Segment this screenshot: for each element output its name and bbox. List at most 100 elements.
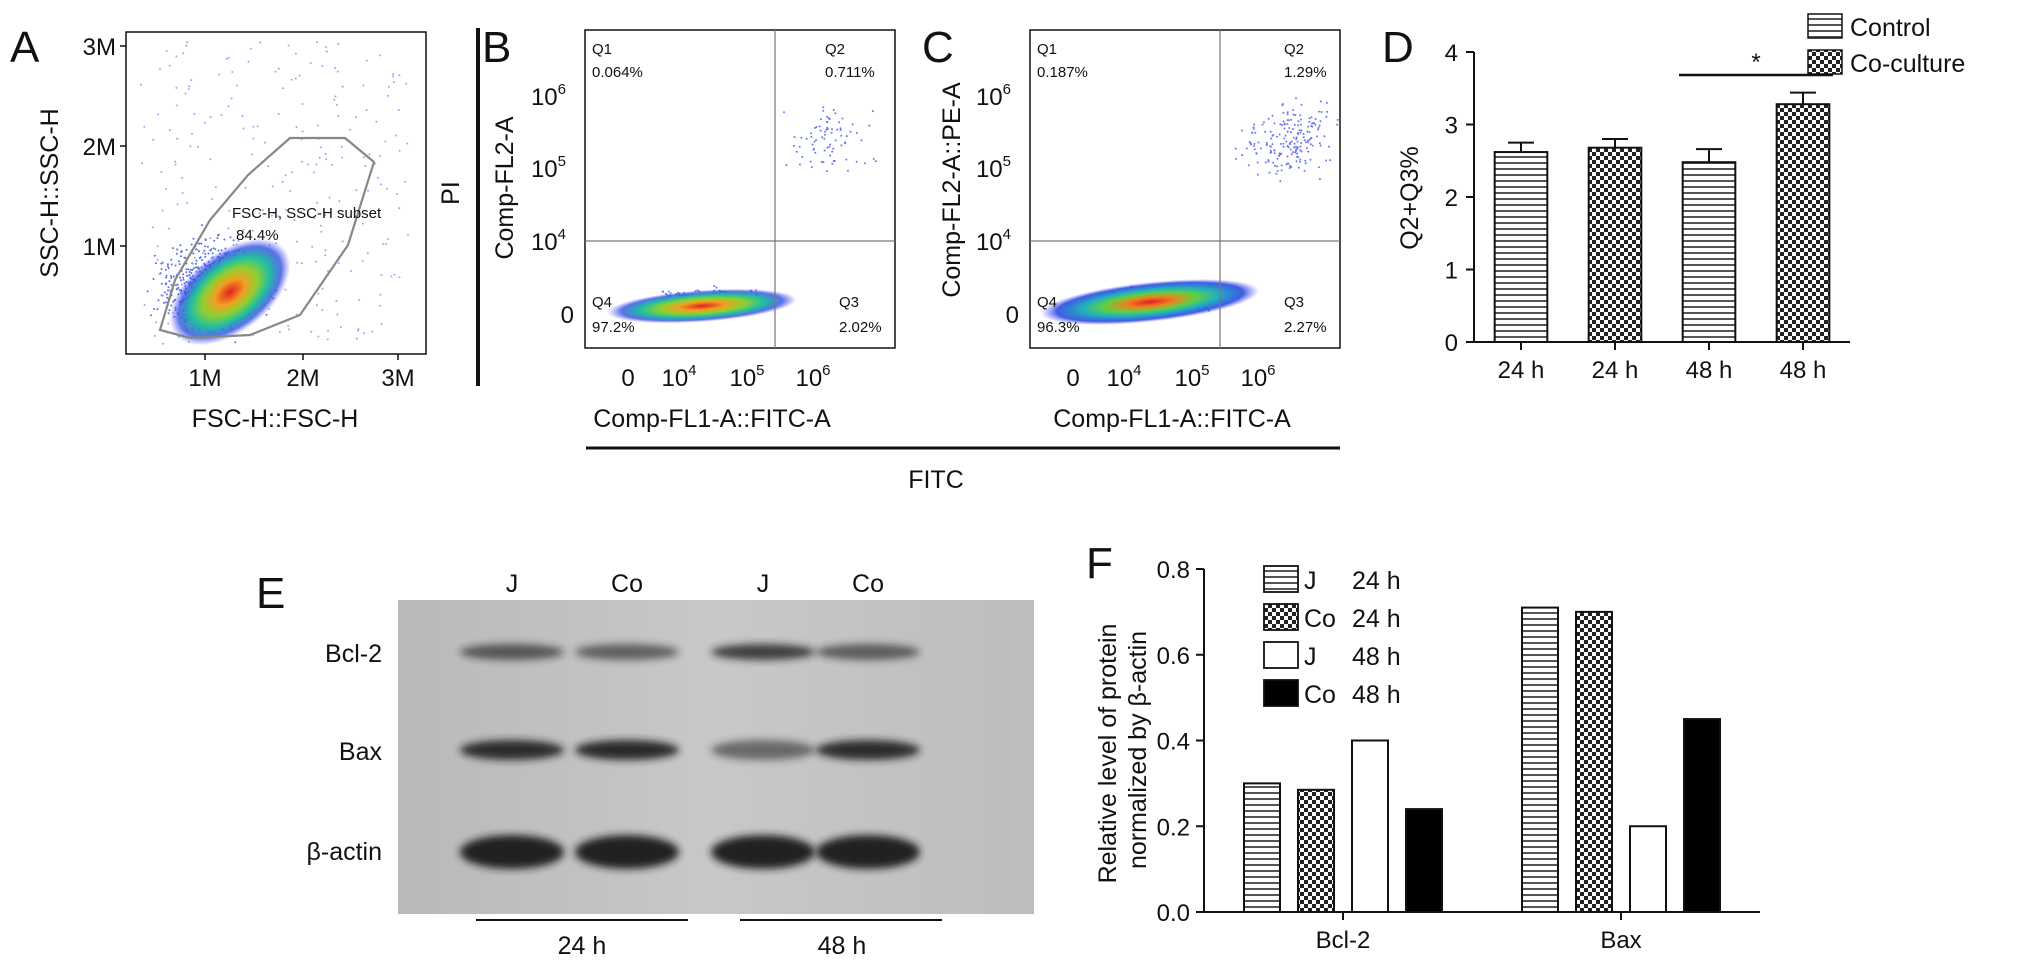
x-tick-1e6-c: 106 <box>1240 362 1275 392</box>
annexin-event-dot <box>823 137 826 140</box>
blot-bands <box>460 644 920 869</box>
scatter-event-dot <box>179 255 182 258</box>
scatter-event-dot <box>340 145 343 148</box>
annexin-event-dot <box>1273 149 1276 152</box>
scatter-event-dot <box>289 190 292 192</box>
scatter-event-dot <box>166 296 169 299</box>
scatter-event-dot <box>162 342 165 345</box>
scatter-event-dot <box>156 245 159 248</box>
scatter-event-dot <box>192 237 195 240</box>
x-tick-1e4-b: 104 <box>661 362 696 392</box>
chart-f-legend-time: 48 h <box>1352 643 1401 671</box>
density-blob <box>169 238 291 346</box>
scatter-event-dot <box>213 239 216 242</box>
annexin-event-dot <box>831 150 834 153</box>
chart-f-legend-name: J <box>1304 567 1317 595</box>
annexin-events-b <box>659 106 877 313</box>
chart-f-bar <box>1243 782 1281 913</box>
gate-percent-label: 84.4% <box>236 227 279 244</box>
q2-value-c: 1.29% <box>1284 64 1327 81</box>
chart-f-y-tick-label: 0.0 <box>1157 900 1190 927</box>
row-label-bcl2: Bcl-2 <box>325 640 382 668</box>
chart-d-x-tick-label: 24 h <box>1592 357 1639 384</box>
scatter-event-dot <box>199 256 202 259</box>
y-tick-1e4-c-base: 10 <box>976 229 1003 256</box>
chart-f-legend-swatch <box>1263 679 1299 707</box>
chart-f-legend-name: J <box>1304 643 1317 671</box>
bar-chart-f: 0.0 0.2 0.4 0.6 0.8 Bcl-2 Bax <box>1157 557 1760 954</box>
x-tick-1e6-c-base: 10 <box>1240 365 1267 392</box>
scatter-event-dot <box>380 322 383 325</box>
annexin-event-dot <box>1297 120 1300 123</box>
y-tick-0-b: 0 <box>561 302 574 329</box>
scatter-event-dot <box>204 238 207 241</box>
lane-label-1: J <box>506 570 519 598</box>
scatter-event-dot <box>377 176 379 179</box>
scatter-event-dot <box>366 252 369 255</box>
annexin-event-dot <box>1262 121 1265 124</box>
panel-f: F 0.0 0.2 0.4 0.6 0.8 Bcl-2 Bax Relative level… <box>1086 539 1760 954</box>
annexin-event-dot <box>821 136 824 139</box>
scatter-event-dot <box>380 274 383 276</box>
scatter-event-dot <box>165 50 168 52</box>
annexin-event-dot <box>1292 128 1294 130</box>
scatter-event-dot <box>156 308 159 311</box>
annexin-event-dot <box>1328 145 1331 148</box>
pi-axis-label: PI <box>437 181 465 205</box>
scatter-event-dot <box>201 224 203 227</box>
annexin-event-dot <box>1278 133 1281 136</box>
annexin-event-dot <box>1249 142 1252 145</box>
scatter-event-dot <box>229 236 232 239</box>
scatter-event-dot <box>371 330 374 333</box>
scatter-event-dot <box>392 75 395 78</box>
scatter-event-dot <box>201 259 204 261</box>
scatter-event-dot <box>185 268 188 271</box>
scatter-event-dot <box>406 142 409 145</box>
scatter-event-dot <box>324 254 327 257</box>
scatter-event-dot <box>387 238 390 241</box>
scatter-event-dot <box>193 113 196 115</box>
scatter-event-dot <box>140 83 143 86</box>
annexin-event-dot <box>667 290 670 293</box>
scatter-event-dot <box>393 273 396 276</box>
x-tick-1e4-c-base: 10 <box>1106 365 1133 392</box>
annexin-event-dot <box>1264 130 1267 133</box>
annexin-event-dot <box>1308 117 1311 120</box>
scatter-event-dot <box>271 185 274 188</box>
annexin-event-dot <box>1269 149 1272 152</box>
scatter-event-dot <box>265 313 268 316</box>
scatter-event-dot <box>227 56 230 59</box>
scatter-event-dot <box>218 73 221 76</box>
scatter-event-dot <box>175 252 178 255</box>
x-tick-1e6-b-base: 10 <box>795 365 822 392</box>
annexin-event-dot <box>1314 123 1317 126</box>
scatter-event-dot <box>398 74 401 77</box>
scatter-event-dot <box>225 57 228 60</box>
scatter-event-dot <box>207 252 210 255</box>
scatter-event-dot <box>336 70 339 73</box>
y-tick-1e6-c-base: 10 <box>976 84 1003 111</box>
blot-band <box>711 740 815 760</box>
scatter-event-dot <box>160 294 163 297</box>
scatter-event-dot <box>176 137 179 140</box>
scatter-event-dot <box>333 67 336 70</box>
scatter-event-dot <box>313 171 316 174</box>
scatter-event-dot <box>337 42 340 45</box>
annexin-event-dot <box>1288 167 1291 169</box>
scatter-event-dot <box>211 252 214 255</box>
scatter-event-dot <box>321 309 324 311</box>
x-tick-0-b: 0 <box>621 365 634 392</box>
scatter-event-dot <box>216 234 219 237</box>
scatter-event-dot <box>152 138 155 141</box>
scatter-event-dot <box>300 210 302 213</box>
scatter-event-dot <box>162 301 165 304</box>
y-tick-1e5-b: 105 <box>531 153 566 183</box>
annexin-event-dot <box>819 129 822 132</box>
lane-label-4: Co <box>852 570 884 598</box>
scatter-event-dot <box>192 262 194 265</box>
annexin-event-dot <box>713 285 716 288</box>
scatter-event-dot <box>267 165 270 168</box>
annexin-event-dot <box>785 164 788 167</box>
scatter-event-dot <box>216 237 219 240</box>
scatter-event-dot <box>395 193 398 195</box>
